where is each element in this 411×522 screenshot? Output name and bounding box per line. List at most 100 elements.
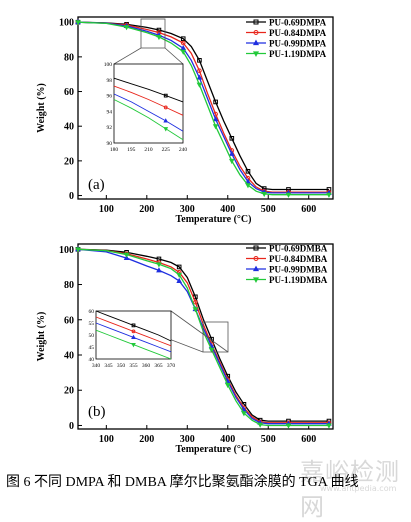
legend-marker xyxy=(253,30,259,35)
inset-series-line xyxy=(113,93,184,132)
data-point xyxy=(229,136,235,141)
data-point xyxy=(208,347,215,353)
x-tick-label: 500 xyxy=(261,434,276,445)
data-point xyxy=(212,116,219,122)
x-tick-label: 200 xyxy=(139,204,154,215)
inset-data-point xyxy=(163,93,168,98)
inset-plot: 340 345 350 355 360 365 370 40 45 50 55 60 xyxy=(89,309,176,369)
x-tick-label: 600 xyxy=(301,434,316,445)
data-point xyxy=(228,158,235,165)
inset-x-tick-label: 355 xyxy=(129,363,138,369)
inset-series-line xyxy=(95,316,172,347)
data-point xyxy=(245,183,251,189)
series-line xyxy=(77,21,329,193)
y-tick-label: 100 xyxy=(59,18,74,29)
legend-label: PU-0.84DMBA xyxy=(269,254,328,264)
legend-marker xyxy=(253,19,259,25)
inset-x-tick-label: 360 xyxy=(142,363,151,369)
data-point xyxy=(197,58,202,63)
data-point xyxy=(75,247,81,253)
data-point xyxy=(156,256,162,262)
tga-panel-b: 100 200 300 400 500 600 0 20 40 60 80 100 Temperatur… xyxy=(36,243,334,455)
data-point xyxy=(245,168,251,174)
inset-series-line xyxy=(113,85,184,116)
figure-caption: 图 6 不同 DMPA 和 DMBA 摩尔比聚氨酯涂膜的 TGA 曲线 xyxy=(6,475,359,490)
panel-label: (a) xyxy=(88,177,105,193)
legend-label: PU-0.69DMPA xyxy=(269,18,327,28)
series-line xyxy=(77,21,329,191)
y-tick-label: 0 xyxy=(69,191,74,202)
data-point xyxy=(213,99,218,105)
data-point xyxy=(241,411,247,417)
inset-data-point xyxy=(131,342,136,348)
inset-y-tick-label: 94 xyxy=(107,109,113,115)
inset-series-line xyxy=(113,77,184,103)
data-point xyxy=(224,383,231,389)
inset-x-tick-label: 350 xyxy=(117,363,126,369)
y-tick-label: 40 xyxy=(64,122,74,133)
inset-y-tick-label: 40 xyxy=(89,357,95,363)
legend-label: PU-0.99DMBA xyxy=(269,265,328,275)
y-tick-label: 80 xyxy=(64,280,74,291)
x-tick-label: 400 xyxy=(220,434,235,445)
data-point xyxy=(285,192,292,198)
data-point xyxy=(180,40,186,46)
legend-marker xyxy=(252,51,260,57)
data-point xyxy=(123,252,130,258)
data-point xyxy=(245,178,251,184)
x-tick-label: 500 xyxy=(261,204,276,215)
inset-y-tick-label: 90 xyxy=(107,141,113,147)
inset-y-tick-label: 92 xyxy=(107,125,113,131)
inset-plot: 180 195 210 225 240 90 92 94 96 98 100 xyxy=(104,62,188,153)
x-axis-label: Temperature (°C) xyxy=(176,214,252,225)
y-tick-label: 100 xyxy=(59,245,74,256)
y-tick-label: 60 xyxy=(64,87,74,98)
data-point xyxy=(75,20,81,26)
x-tick-label: 200 xyxy=(139,434,154,445)
x-tick-label: 300 xyxy=(180,204,195,215)
data-point xyxy=(257,422,263,428)
y-tick-label: 20 xyxy=(64,156,74,167)
legend-marker xyxy=(252,265,260,272)
y-axis-label: Weight (%) xyxy=(36,83,47,133)
tga-figure: 100 200 300 400 500 600 0 20 40 60 80 100 Temperatur… xyxy=(36,16,334,455)
inset-series-line xyxy=(113,99,184,141)
legend-marker xyxy=(253,256,259,261)
zoom-connector xyxy=(113,47,142,65)
legend-label: PU-0.69DMBA xyxy=(269,244,328,254)
inset-x-tick-label: 225 xyxy=(162,147,171,153)
inset-x-tick-label: 195 xyxy=(127,147,136,153)
data-point xyxy=(176,272,183,279)
zoom-box xyxy=(202,321,229,353)
inset-x-tick-label: 340 xyxy=(92,363,101,369)
series-PU-1.19DMPA xyxy=(75,20,332,198)
inset-x-tick-label: 370 xyxy=(167,363,176,369)
data-point xyxy=(326,192,332,198)
x-tick-label: 300 xyxy=(180,434,195,445)
data-point xyxy=(123,25,130,31)
zoom-connector xyxy=(170,310,229,353)
inset-data-point xyxy=(163,105,168,110)
data-point xyxy=(156,262,162,268)
y-tick-label: 20 xyxy=(64,386,74,397)
x-axis-label: Temperature (°C) xyxy=(176,444,252,455)
zoom-box xyxy=(140,18,166,49)
inset-y-tick-label: 45 xyxy=(89,345,95,351)
legend-label: PU-0.99DMPA xyxy=(269,39,327,49)
inset-data-point xyxy=(131,323,136,328)
data-point xyxy=(156,34,162,41)
data-point xyxy=(326,423,332,429)
inset-data-point xyxy=(131,334,136,340)
legend-label: PU-1.19DMPA xyxy=(269,49,327,59)
x-tick-label: 100 xyxy=(99,204,114,215)
inset-y-tick-label: 50 xyxy=(89,333,95,339)
data-point xyxy=(176,264,182,270)
inset-y-tick-label: 55 xyxy=(89,321,95,327)
data-point xyxy=(196,74,203,80)
panel-label: (b) xyxy=(88,404,106,420)
legend-marker xyxy=(252,39,260,46)
series-PU-1.19DMBA xyxy=(75,247,332,429)
x-tick-label: 100 xyxy=(99,434,114,445)
data-point xyxy=(261,191,268,197)
y-tick-label: 60 xyxy=(64,315,74,326)
